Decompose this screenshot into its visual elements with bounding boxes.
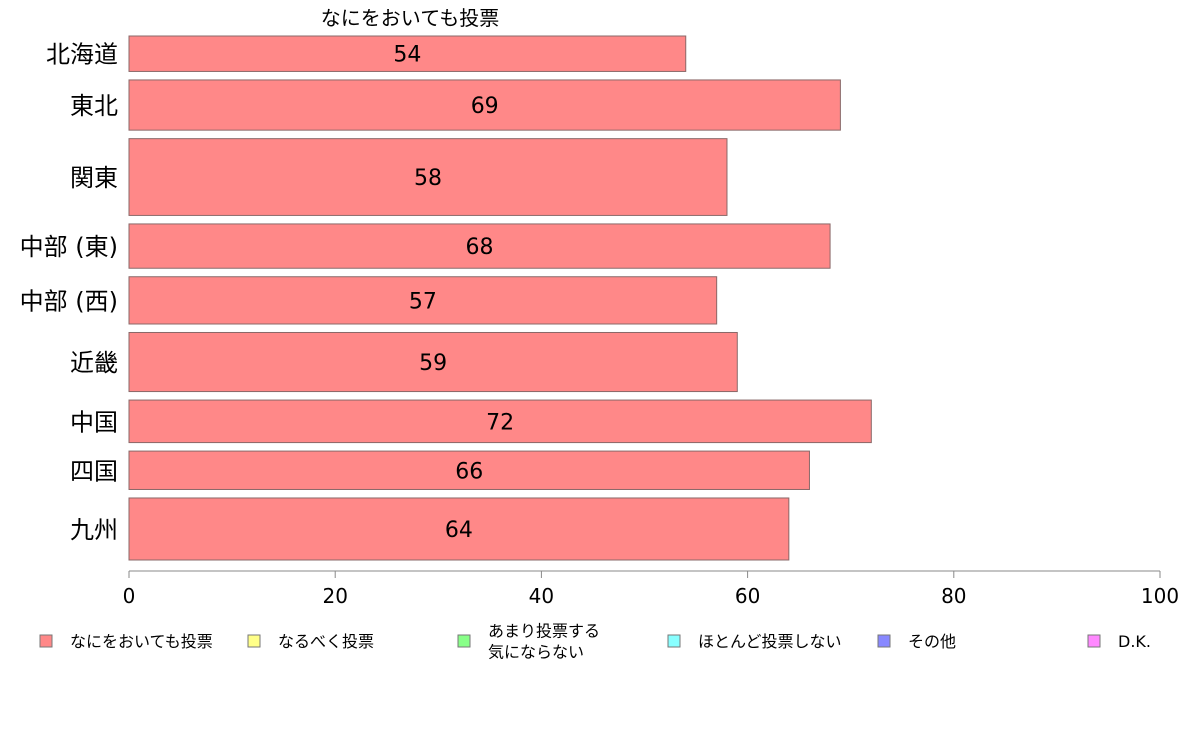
bar <box>128 497 790 561</box>
x-tick-label: 0 <box>123 584 136 608</box>
category-label: 四国 <box>70 457 118 485</box>
legend-swatch <box>667 634 681 648</box>
bar <box>128 450 810 490</box>
bar <box>128 331 738 393</box>
bar-value-label: 66 <box>455 459 483 484</box>
bar <box>128 35 687 72</box>
bar <box>128 223 831 269</box>
x-tick-label: 60 <box>735 584 760 608</box>
bar-value-label: 69 <box>471 94 499 119</box>
category-label: 東北 <box>70 92 118 120</box>
bar-value-label: 59 <box>419 351 447 376</box>
category-label: 関東 <box>70 164 118 192</box>
bar <box>128 276 718 325</box>
category-label: 中部 (東) <box>20 233 118 261</box>
bar-value-label: 64 <box>445 518 473 543</box>
legend-swatch <box>457 634 471 648</box>
bar-value-label: 58 <box>414 166 442 191</box>
legend-label: 気にならない <box>488 643 584 662</box>
bar-value-label: 54 <box>393 43 421 68</box>
legend-swatch <box>1087 634 1101 648</box>
legend-label: なにをおいても投票 <box>70 632 213 651</box>
legend-swatch <box>39 634 53 648</box>
legend-label: あまり投票する <box>488 622 600 641</box>
bar <box>128 399 872 444</box>
legend-label: D.K. <box>1118 632 1151 651</box>
x-tick-label: 40 <box>529 584 554 608</box>
category-label: 中部 (西) <box>20 287 118 315</box>
x-tick-label: 80 <box>941 584 966 608</box>
bar-value-label: 72 <box>486 410 514 435</box>
x-tick-label: 100 <box>1141 584 1179 608</box>
legend-label: なるべく投票 <box>278 632 374 651</box>
legend-swatch <box>877 634 891 648</box>
x-axis: 0 20 40 60 80 100 <box>123 570 1179 608</box>
category-label: 北海道 <box>46 41 118 69</box>
category-label: 近畿 <box>70 349 118 377</box>
legend-label: その他 <box>908 632 956 651</box>
x-tick-label: 20 <box>322 584 347 608</box>
bar-value-label: 68 <box>466 235 494 260</box>
bar-value-label: 57 <box>409 289 437 314</box>
category-label: 中国 <box>70 408 118 436</box>
legend-label: ほとんど投票しない <box>698 632 842 651</box>
bar <box>128 138 728 216</box>
bar <box>128 79 841 131</box>
legend-swatch <box>247 634 261 648</box>
category-label: 九州 <box>70 516 118 544</box>
chart-title: なにをおいても投票 <box>321 6 499 30</box>
